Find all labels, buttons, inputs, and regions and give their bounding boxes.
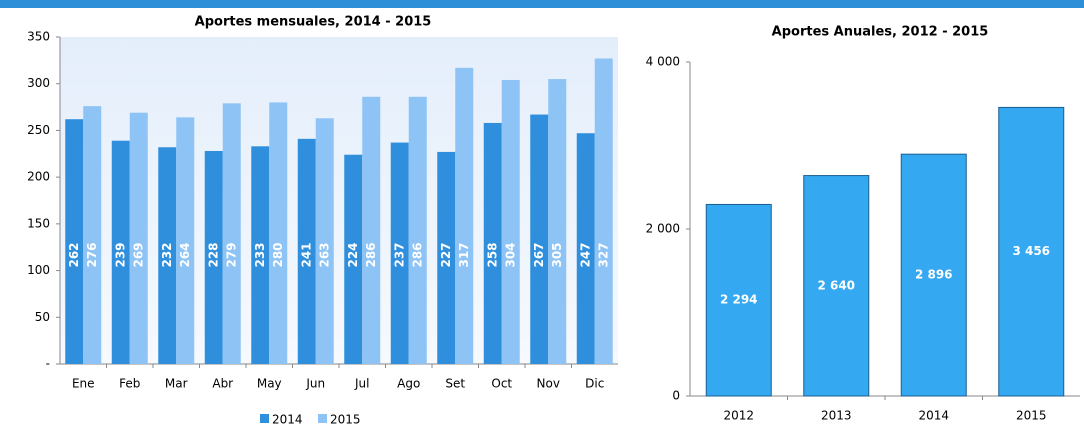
bar bbox=[455, 67, 474, 365]
data-label: 2 896 bbox=[915, 268, 953, 282]
data-label: 317 bbox=[457, 242, 471, 267]
x-tick-label: Oct bbox=[491, 377, 512, 391]
legend-swatch bbox=[318, 414, 327, 423]
bar bbox=[501, 79, 520, 364]
x-tick-label: 2013 bbox=[821, 409, 852, 423]
data-label: 237 bbox=[392, 242, 406, 267]
data-label: 280 bbox=[271, 242, 285, 267]
data-label: 239 bbox=[113, 242, 127, 267]
x-tick-label: 2014 bbox=[918, 409, 949, 423]
data-label: 286 bbox=[410, 242, 424, 267]
data-label: 269 bbox=[131, 242, 145, 267]
bar bbox=[362, 96, 381, 365]
data-label: 241 bbox=[299, 242, 313, 267]
x-tick-label: Dic bbox=[585, 377, 604, 391]
y-tick-label: 100 bbox=[27, 263, 50, 277]
data-label: 267 bbox=[532, 242, 546, 267]
data-label: 276 bbox=[85, 242, 99, 267]
x-tick-label: Set bbox=[445, 377, 465, 391]
data-label: 227 bbox=[439, 242, 453, 267]
bar bbox=[408, 96, 427, 365]
x-tick-label: Nov bbox=[537, 377, 560, 391]
x-tick-label: Mar bbox=[165, 377, 188, 391]
bar bbox=[129, 112, 148, 364]
data-label: 262 bbox=[67, 242, 81, 267]
x-tick-label: May bbox=[257, 377, 282, 391]
y-tick-label: 0 bbox=[672, 389, 680, 403]
bar bbox=[390, 142, 409, 364]
bar bbox=[297, 138, 316, 364]
bar bbox=[269, 102, 288, 365]
bar bbox=[530, 114, 549, 364]
y-tick-label: 50 bbox=[35, 310, 50, 324]
y-tick-label: 2 000 bbox=[646, 222, 680, 236]
data-label: 304 bbox=[503, 242, 517, 267]
bar bbox=[437, 151, 456, 364]
data-label: 279 bbox=[224, 242, 238, 267]
bar bbox=[548, 79, 567, 365]
bar bbox=[222, 103, 241, 364]
bar bbox=[594, 58, 613, 364]
data-label: 233 bbox=[253, 242, 267, 267]
data-label: 2 294 bbox=[720, 293, 758, 307]
y-tick-label: 150 bbox=[27, 216, 50, 230]
x-tick-label: Ene bbox=[72, 377, 95, 391]
bar bbox=[483, 122, 502, 364]
data-label: 263 bbox=[317, 242, 331, 267]
x-tick-label: Abr bbox=[212, 377, 233, 391]
bar bbox=[65, 119, 84, 365]
y-tick-label: - bbox=[46, 357, 50, 371]
bar bbox=[998, 106, 1065, 397]
bar bbox=[344, 154, 363, 364]
data-label: 228 bbox=[206, 242, 220, 267]
data-label: 327 bbox=[596, 242, 610, 267]
x-tick-label: Feb bbox=[119, 377, 140, 391]
data-label: 305 bbox=[550, 242, 564, 267]
x-tick-label: Ago bbox=[397, 377, 420, 391]
x-tick-label: 2015 bbox=[1016, 409, 1047, 423]
chart-title: Aportes Anuales, 2012 - 2015 bbox=[772, 25, 989, 40]
data-label: 264 bbox=[178, 242, 192, 267]
bar bbox=[176, 117, 195, 364]
data-label: 232 bbox=[160, 242, 174, 267]
y-tick-label: 250 bbox=[27, 123, 50, 137]
y-tick-label: 300 bbox=[27, 76, 50, 90]
bar bbox=[576, 133, 595, 364]
legend-label: 2014 bbox=[272, 413, 303, 427]
data-label: 2 640 bbox=[817, 278, 855, 292]
legend-label: 2015 bbox=[330, 413, 361, 427]
bar bbox=[204, 150, 223, 364]
data-label: 286 bbox=[364, 242, 378, 267]
bar bbox=[251, 146, 270, 364]
bar bbox=[705, 203, 772, 397]
data-label: 247 bbox=[578, 242, 592, 267]
chart-title: Aportes mensuales, 2014 - 2015 bbox=[195, 15, 432, 30]
data-label: 3 456 bbox=[1012, 244, 1050, 258]
y-tick-label: 4 000 bbox=[646, 55, 680, 69]
x-tick-label: 2012 bbox=[723, 409, 754, 423]
x-tick-label: Jul bbox=[354, 377, 369, 391]
bar bbox=[315, 118, 334, 364]
data-label: 258 bbox=[485, 242, 499, 267]
bar bbox=[111, 140, 130, 364]
plot-area bbox=[60, 37, 618, 364]
legend-swatch bbox=[260, 414, 269, 423]
bar bbox=[83, 106, 102, 364]
x-tick-label: Jun bbox=[305, 377, 325, 391]
bar bbox=[803, 175, 870, 397]
y-tick-label: 350 bbox=[27, 30, 50, 44]
bar bbox=[900, 153, 967, 397]
data-label: 224 bbox=[346, 242, 360, 267]
y-tick-label: 200 bbox=[27, 170, 50, 184]
banner bbox=[0, 0, 1084, 8]
bar bbox=[158, 147, 177, 364]
